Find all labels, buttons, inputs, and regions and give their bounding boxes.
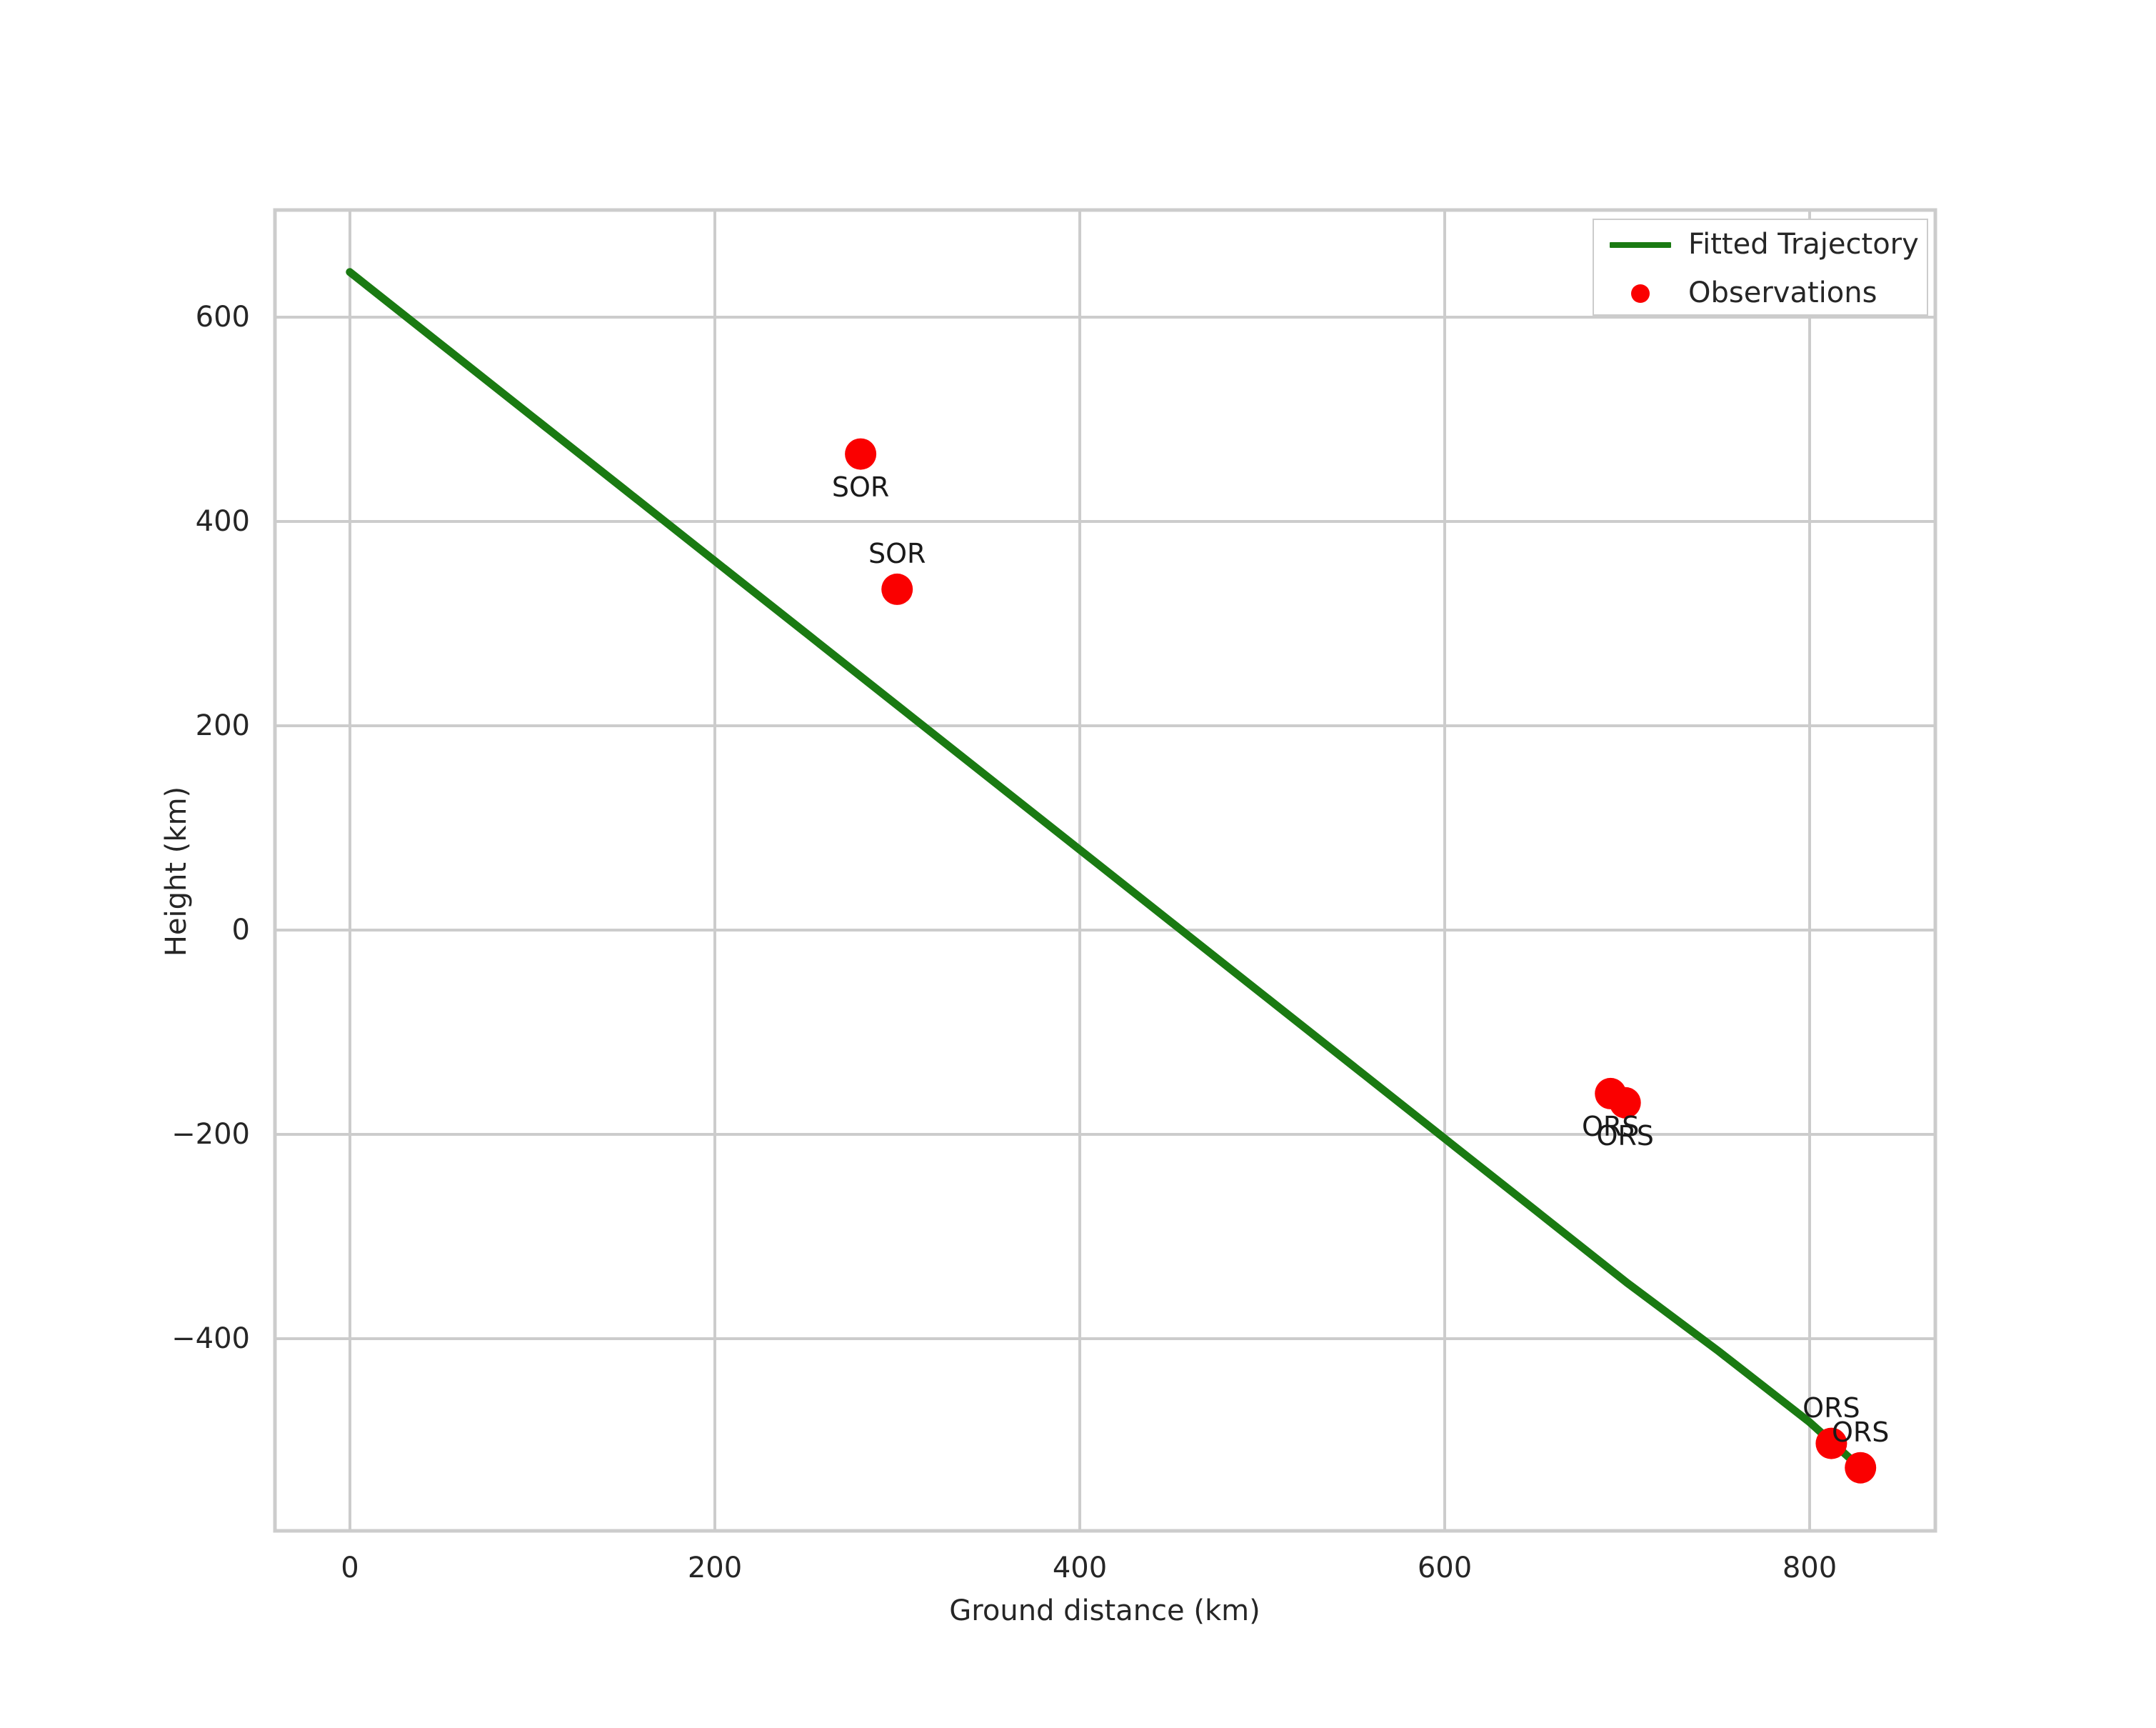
x-axis-title: Ground distance (km)	[949, 1594, 1260, 1627]
observation-point-label: SOR	[831, 471, 890, 503]
legend-label: Fitted Trajectory	[1688, 228, 1919, 261]
plot-border	[273, 208, 1937, 1533]
y-gridlines	[275, 316, 1935, 1340]
observation-point	[845, 438, 877, 470]
fitted-trajectory-line	[346, 268, 1865, 1472]
legend-entry-fitted-trajectory: Fitted Trajectory	[1594, 220, 1927, 269]
observation-point-label: ORS	[1802, 1392, 1860, 1424]
legend-entry-observations: Observations	[1594, 269, 1927, 317]
observation-point	[1845, 1452, 1877, 1484]
line-swatch-icon	[1610, 242, 1671, 248]
chart-legend: Fitted Trajectory Observations	[1593, 219, 1928, 316]
y-tick-label: −400	[171, 1322, 250, 1355]
observation-point	[1609, 1087, 1641, 1119]
legend-label: Observations	[1688, 276, 1877, 309]
observation-point	[881, 573, 913, 605]
x-tick-label: 600	[1417, 1552, 1473, 1584]
y-axis-title: Height (km)	[160, 786, 193, 957]
x-tick-label: 800	[1782, 1552, 1837, 1584]
y-tick-label: 200	[195, 709, 250, 742]
y-tick-label: 600	[195, 301, 250, 334]
observation-point	[1815, 1427, 1847, 1459]
x-tick-label: 0	[341, 1552, 359, 1584]
observation-point-label: SOR	[868, 537, 926, 569]
observation-point-label: ORS	[1581, 1110, 1640, 1142]
x-gridlines	[349, 210, 1811, 1531]
x-tick-label: 200	[687, 1552, 743, 1584]
y-tick-label: 400	[195, 505, 250, 538]
y-tick-label: −200	[171, 1118, 250, 1151]
observation-point-label: ORS	[1831, 1416, 1890, 1448]
x-tick-label: 400	[1052, 1552, 1108, 1584]
observation-point-label: ORS	[1596, 1119, 1654, 1152]
y-tick-label: 0	[231, 914, 250, 947]
dot-swatch-icon	[1631, 284, 1650, 303]
observation-markers	[845, 438, 1877, 1484]
